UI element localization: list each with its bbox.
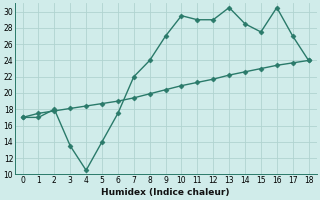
X-axis label: Humidex (Indice chaleur): Humidex (Indice chaleur) xyxy=(101,188,230,197)
